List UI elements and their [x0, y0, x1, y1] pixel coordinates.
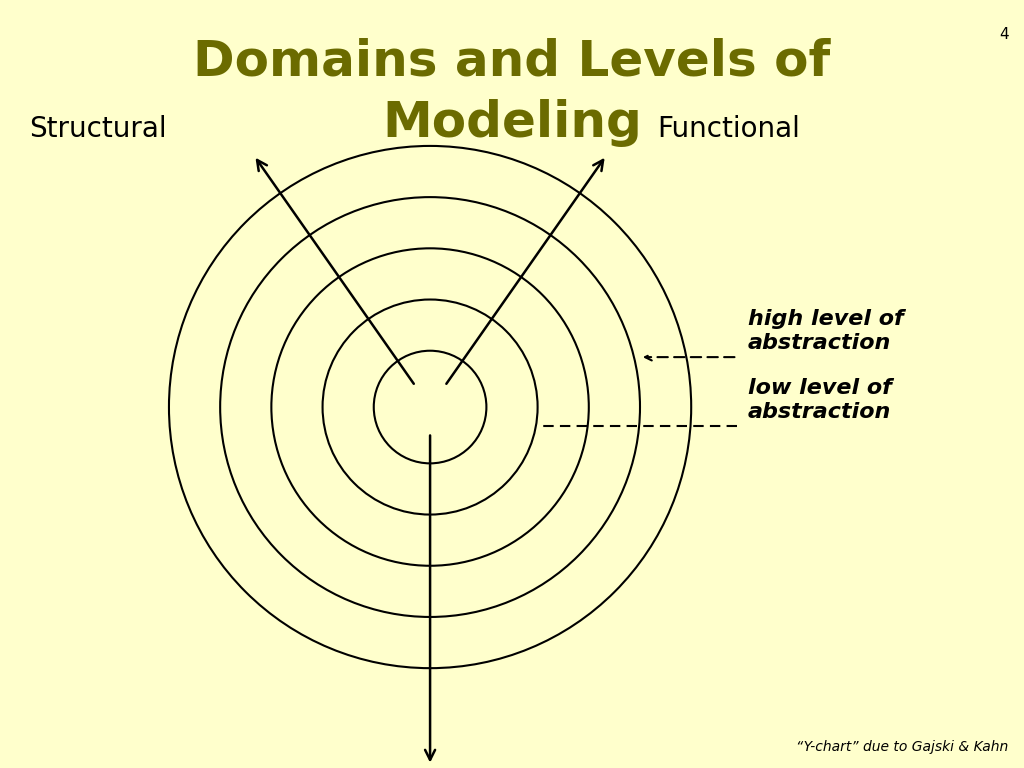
Text: high level of: high level of	[748, 309, 903, 329]
Text: low level of: low level of	[748, 378, 891, 398]
Text: “Y-chart” due to Gajski & Kahn: “Y-chart” due to Gajski & Kahn	[797, 740, 1009, 754]
Text: abstraction: abstraction	[748, 402, 891, 422]
Text: 4: 4	[999, 27, 1009, 42]
Text: Functional: Functional	[657, 114, 801, 143]
Text: Domains and Levels of: Domains and Levels of	[194, 38, 830, 85]
Text: abstraction: abstraction	[748, 333, 891, 353]
Text: Modeling: Modeling	[382, 99, 642, 147]
Text: Structural: Structural	[30, 114, 167, 143]
